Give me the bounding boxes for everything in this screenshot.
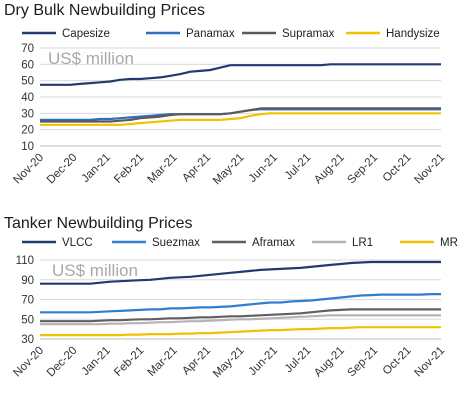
y-tick-label: 30 [21, 108, 34, 120]
legend-label: LR1 [352, 237, 373, 249]
dry-bulk-panel: Dry Bulk Newbuilding Prices 10 20 30 40 50 60… [0, 0, 464, 206]
x-tick-label: Jan-21 [80, 345, 113, 378]
x-tick-label: Jun-21 [247, 345, 280, 378]
legend-label: VLCC [62, 237, 93, 249]
x-tick-label: May-21 [211, 152, 247, 188]
unit-label: US$ million [48, 49, 134, 68]
x-tick-label: Mar-21 [146, 345, 180, 379]
y-tick-label: 90 [21, 275, 34, 287]
x-tick-label: Dec-20 [45, 345, 80, 380]
tanker-panel: Tanker Newbuilding Prices 30 50 70 90 110 Nov… [0, 206, 464, 418]
x-tick-label: Sep-21 [346, 345, 381, 380]
x-tick-label: Feb-21 [112, 152, 146, 186]
legend-label: Handysize [386, 28, 440, 40]
legend-label: Capesize [62, 28, 110, 40]
series-line-supramax [40, 107, 441, 123]
y-tick-label: 20 [21, 125, 34, 137]
x-tick-label: Nov-21 [412, 152, 447, 187]
x-tick-label: Oct-21 [381, 345, 414, 378]
y-tick-label: 60 [21, 59, 34, 71]
chart-title: Tanker Newbuilding Prices [4, 215, 193, 232]
x-tick-label: Mar-21 [146, 152, 180, 186]
x-tick-label: May-21 [211, 345, 247, 381]
x-tick-label: Nov-20 [11, 345, 46, 380]
series-line-aframax [40, 308, 441, 323]
legend-label: Panamax [186, 28, 235, 40]
x-tick-label: Nov-20 [11, 152, 46, 187]
x-tick-label: Oct-21 [381, 152, 414, 185]
x-tick-label: Sep-21 [346, 152, 381, 187]
series-line-vlcc [40, 260, 441, 285]
x-tick-label: Aug-21 [312, 152, 347, 187]
series-line-suezmax [40, 292, 441, 314]
series-line-handysize [40, 112, 441, 126]
y-tick-label: 50 [21, 76, 34, 88]
x-tick-label: Jul-21 [283, 345, 314, 376]
series-line-lr1 [40, 314, 441, 326]
y-tick-label: 40 [21, 92, 34, 104]
x-tick-label: Aug-21 [312, 345, 347, 380]
y-tick-label: 70 [21, 43, 34, 55]
legend-label: Aframax [252, 237, 295, 249]
y-tick-label: 110 [16, 255, 34, 267]
x-tick-label: Nov-21 [412, 345, 447, 380]
x-tick-label: Apr-21 [180, 345, 213, 378]
series-line-capesize [40, 63, 441, 86]
x-tick-label: Jun-21 [247, 152, 280, 185]
x-tick-label: Feb-21 [112, 345, 146, 379]
series-line-mr [40, 326, 441, 337]
y-tick-label: 70 [21, 295, 34, 307]
x-tick-label: Jan-21 [80, 152, 113, 185]
legend-label: MR [440, 237, 458, 249]
y-tick-label: 10 [21, 141, 34, 153]
y-tick-label: 50 [21, 314, 34, 326]
legend-label: Suezmax [152, 237, 200, 249]
unit-label: US$ million [52, 261, 138, 280]
chart-title: Dry Bulk Newbuilding Prices [4, 2, 205, 19]
legend-label: Supramax [282, 28, 335, 40]
x-tick-label: Apr-21 [180, 152, 213, 185]
x-tick-label: Dec-20 [45, 152, 80, 187]
y-tick-label: 30 [21, 334, 34, 346]
x-tick-label: Jul-21 [283, 152, 314, 183]
